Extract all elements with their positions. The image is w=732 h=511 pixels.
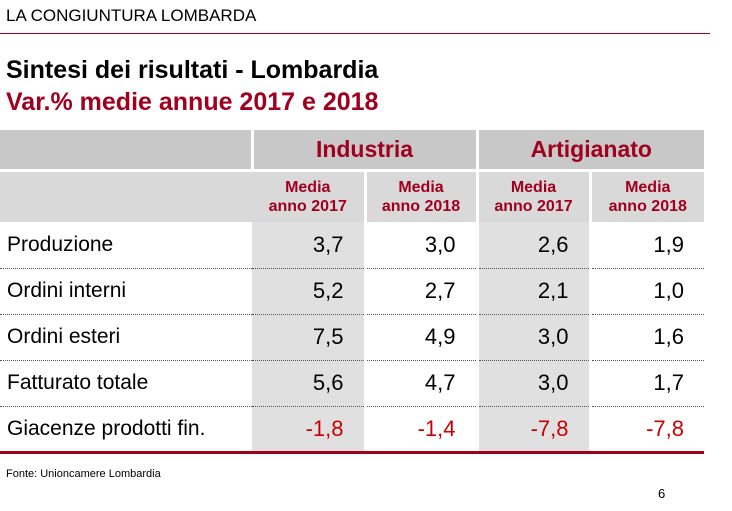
value-cell: -1,8	[252, 406, 365, 454]
page-title: Sintesi dei risultati - Lombardia	[6, 56, 379, 84]
sub-header-row: Media anno 2017 Media anno 2018 Media anno …	[0, 168, 705, 222]
value-cell: 2,7	[363, 268, 477, 315]
subheader-line2: anno 2017	[494, 197, 573, 215]
row-label: Giacenze prodotti fin.	[0, 406, 252, 454]
row-label: Ordini interni	[0, 268, 252, 315]
subheader-line2: anno 2018	[381, 197, 461, 215]
row-label: Ordini esteri	[0, 314, 252, 361]
value-cell: 3,0	[363, 222, 477, 269]
value-cell: 1,0	[588, 268, 705, 315]
value-cell: 1,6	[588, 314, 705, 361]
value-cell: 5,6	[252, 360, 365, 407]
value-cell: 1,7	[588, 360, 705, 407]
blank-header-cell	[0, 130, 252, 170]
row-label: Produzione	[0, 222, 252, 269]
group-header-industria: Industria	[250, 130, 477, 170]
table-row: Fatturato totale 5,6 4,7 3,0 1,7	[0, 360, 705, 407]
value-cell: 7,5	[252, 314, 365, 361]
value-cell: -7,8	[588, 406, 705, 454]
value-cell: -7,8	[475, 406, 590, 454]
subheader-line1: Media	[625, 178, 671, 196]
header-divider	[0, 33, 710, 34]
value-cell: 3,0	[475, 360, 590, 407]
page-number: 6	[658, 486, 666, 501]
subheader-line2: anno 2018	[608, 197, 687, 215]
subheader-cell: Media anno 2018	[588, 168, 705, 222]
subheader-line1: Media	[398, 178, 444, 196]
table-row: Produzione 3,7 3,0 2,6 1,9	[0, 222, 705, 269]
subheader-line2: anno 2017	[268, 197, 347, 215]
section-header: LA CONGIUNTURA LOMBARDA	[6, 6, 257, 25]
value-cell: 5,2	[252, 268, 365, 315]
value-cell: 3,0	[475, 314, 590, 361]
subheader-cell: Media anno 2017	[475, 168, 590, 222]
table-row: Ordini esteri 7,5 4,9 3,0 1,6	[0, 314, 705, 361]
value-cell: 4,7	[363, 360, 477, 407]
value-cell: 4,9	[363, 314, 477, 361]
table-row: Ordini interni 5,2 2,7 2,1 1,0	[0, 268, 705, 315]
source-note: Fonte: Unioncamere Lombardia	[6, 468, 161, 480]
group-header-row: Industria Artigianato	[0, 130, 705, 170]
subheader-line1: Media	[285, 178, 331, 196]
value-cell: 2,1	[475, 268, 590, 315]
subheader-cell: Media anno 2017	[252, 168, 365, 222]
value-cell: -1,4	[363, 406, 477, 454]
blank-subheader-cell	[0, 168, 252, 222]
results-table: Industria Artigianato Media anno 2017 Med…	[0, 130, 705, 454]
row-label: Fatturato totale	[0, 360, 252, 407]
subheader-cell: Media anno 2018	[363, 168, 477, 222]
subheader-line1: Media	[510, 178, 557, 196]
value-cell: 2,6	[475, 222, 590, 269]
group-header-artigianato: Artigianato	[475, 130, 705, 170]
value-cell: 1,9	[588, 222, 705, 269]
value-cell: 3,7	[252, 222, 365, 269]
table-row: Giacenze prodotti fin. -1,8 -1,4 -7,8 -7…	[0, 406, 705, 454]
page-subtitle: Var.% medie annue 2017 e 2018	[6, 88, 379, 116]
